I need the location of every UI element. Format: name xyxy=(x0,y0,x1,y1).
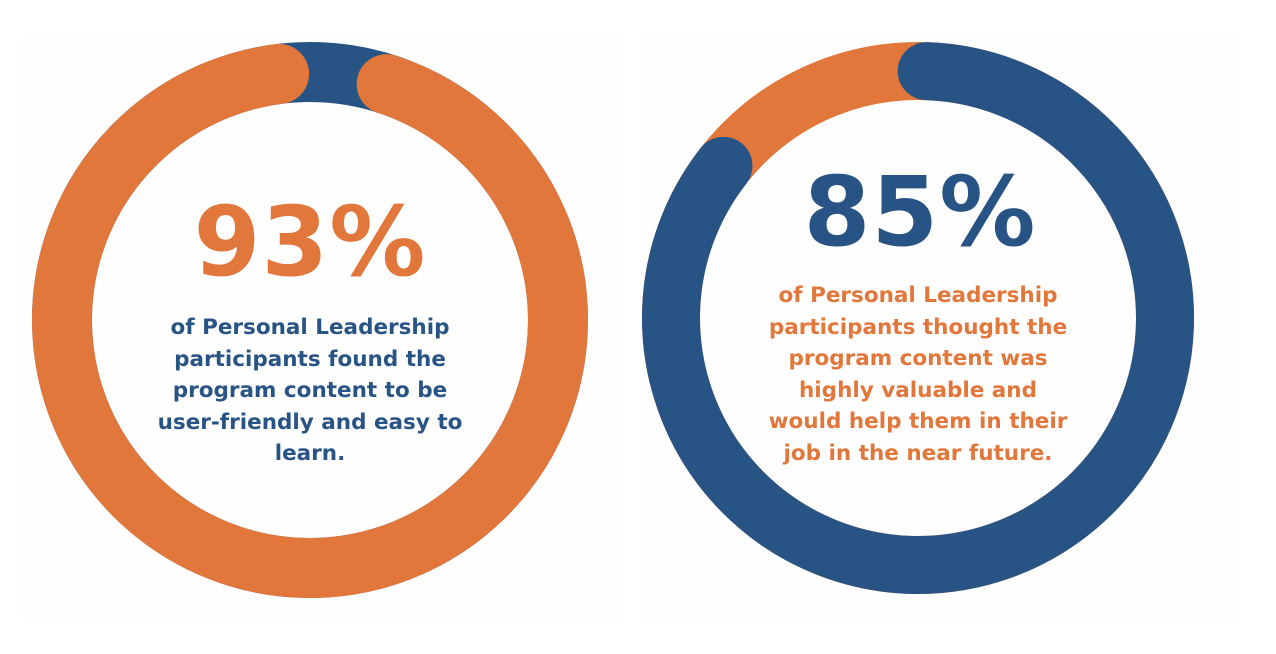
caption-right-line: job in the near future. xyxy=(783,440,1053,466)
caption-right-line: highly valuable and xyxy=(799,377,1037,403)
donut-chart-right xyxy=(642,42,1194,595)
caption-right: of Personal Leadership participants thou… xyxy=(743,280,1093,469)
percent-value-left: 93% xyxy=(193,186,427,298)
donut-slice-major-left xyxy=(32,42,588,598)
caption-left: of Personal Leadership participants foun… xyxy=(135,312,485,470)
donut-slice-major-right xyxy=(642,42,1194,595)
caption-right-line: of Personal Leadership xyxy=(778,283,1058,308)
caption-left-line: user-friendly and easy to xyxy=(157,409,463,435)
caption-left-line: participants found the xyxy=(174,346,446,372)
caption-right-line: program content was xyxy=(788,346,1048,371)
caption-left-line: program content to be xyxy=(172,378,448,403)
percent-value-right: 85% xyxy=(803,156,1037,268)
caption-left-line: learn. xyxy=(274,441,346,466)
donut-panel-left: 93% of Personal Leadership participants … xyxy=(22,36,622,620)
caption-left-line: of Personal Leadership xyxy=(170,315,450,340)
caption-right-line: would help them in their xyxy=(768,409,1068,434)
donut-panel-right: 85% of Personal Leadership participants … xyxy=(640,36,1240,620)
caption-right-line: participants thought the xyxy=(768,314,1068,340)
donut-chart-left xyxy=(32,42,588,598)
